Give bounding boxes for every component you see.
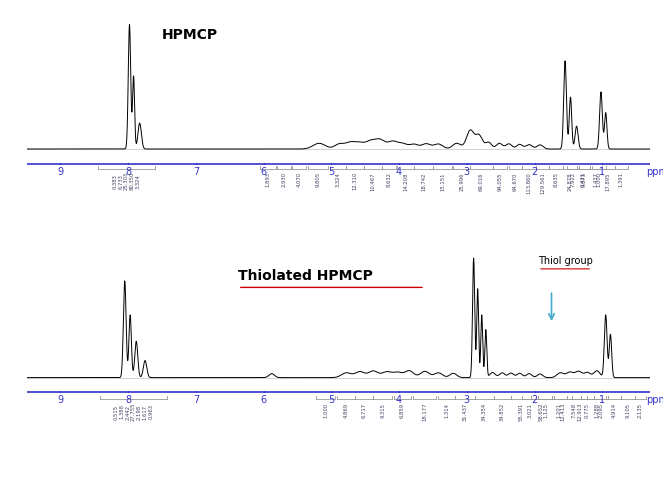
Text: 64.670: 64.670 xyxy=(513,172,518,191)
Text: 6: 6 xyxy=(261,167,267,177)
Text: 5: 5 xyxy=(328,167,334,177)
Text: Thiol group: Thiol group xyxy=(538,257,593,267)
Text: 6.717: 6.717 xyxy=(362,402,367,418)
Text: 1.314: 1.314 xyxy=(444,402,449,418)
Text: 0.421: 0.421 xyxy=(581,172,586,187)
Text: 5: 5 xyxy=(328,395,334,405)
Text: 25.996: 25.996 xyxy=(459,172,464,191)
Text: 8.635: 8.635 xyxy=(554,172,559,187)
Text: 1.201: 1.201 xyxy=(557,402,562,418)
Text: 24.878: 24.878 xyxy=(568,172,572,191)
Text: 8: 8 xyxy=(125,395,131,405)
Text: 10.467: 10.467 xyxy=(371,172,375,191)
Text: 9.105: 9.105 xyxy=(626,402,631,418)
Text: 0.383
6.733
25.303
80.350
3.324: 0.383 6.733 25.303 80.350 3.324 xyxy=(112,172,141,190)
Text: ppm: ppm xyxy=(646,395,663,405)
Text: ppm: ppm xyxy=(646,167,663,177)
Text: 113.860: 113.860 xyxy=(526,172,532,194)
Text: 4.070: 4.070 xyxy=(296,172,302,187)
Text: 15.151: 15.151 xyxy=(440,172,445,191)
Text: 18.742: 18.742 xyxy=(421,172,426,191)
Text: 4.869: 4.869 xyxy=(343,402,349,418)
Text: 3: 3 xyxy=(464,395,470,405)
Text: 7: 7 xyxy=(193,395,199,405)
Text: 12.310: 12.310 xyxy=(353,172,357,190)
Text: 34.852: 34.852 xyxy=(500,402,505,421)
Text: 58.652: 58.652 xyxy=(539,402,544,421)
Text: 2: 2 xyxy=(532,167,538,177)
Text: 55.391: 55.391 xyxy=(518,402,524,421)
Text: 7.922: 7.922 xyxy=(570,172,575,187)
Text: 31.437: 31.437 xyxy=(462,402,467,421)
Text: 6: 6 xyxy=(261,395,267,405)
Text: 69.016: 69.016 xyxy=(479,172,484,191)
Text: 12.913: 12.913 xyxy=(577,402,582,421)
Text: 3.324: 3.324 xyxy=(335,172,341,187)
Text: 8.632: 8.632 xyxy=(387,172,391,187)
Text: 9.805: 9.805 xyxy=(316,172,320,187)
Text: 4.914: 4.914 xyxy=(612,402,617,418)
Text: 129.561: 129.561 xyxy=(540,172,545,194)
Text: 4: 4 xyxy=(396,395,402,405)
Text: 12.413: 12.413 xyxy=(560,402,565,421)
Text: 6.859: 6.859 xyxy=(400,402,405,418)
Text: 1.437: 1.437 xyxy=(594,172,599,187)
Text: 1.288: 1.288 xyxy=(594,402,599,418)
Text: Thiolated HPMCP: Thiolated HPMCP xyxy=(238,269,373,282)
Text: 9: 9 xyxy=(57,167,64,177)
Text: 1.391: 1.391 xyxy=(619,172,624,187)
Text: 3.021: 3.021 xyxy=(528,402,532,418)
Text: 0.515
1.388
2.442
27.755
2.198
1.617
0.963: 0.515 1.388 2.442 27.755 2.198 1.617 0.9… xyxy=(113,402,153,421)
Text: 1.000: 1.000 xyxy=(323,402,328,418)
Text: 94.055: 94.055 xyxy=(497,172,503,191)
Text: 9.315: 9.315 xyxy=(381,402,385,418)
Text: 17.895: 17.895 xyxy=(606,172,611,191)
Text: 0.775: 0.775 xyxy=(585,402,590,418)
Text: 2: 2 xyxy=(532,395,538,405)
Text: 1: 1 xyxy=(599,395,605,405)
Text: 4: 4 xyxy=(396,167,402,177)
Text: 2.135: 2.135 xyxy=(638,402,643,418)
Text: 1.893: 1.893 xyxy=(265,172,271,187)
Text: 9.873: 9.873 xyxy=(582,172,587,187)
Text: 8: 8 xyxy=(125,167,131,177)
Text: 18.177: 18.177 xyxy=(422,402,427,421)
Text: 9: 9 xyxy=(57,395,64,405)
Text: 2.930: 2.930 xyxy=(281,172,286,187)
Text: 1.125: 1.125 xyxy=(543,402,548,418)
Text: HPMCP: HPMCP xyxy=(162,29,218,43)
Text: 7.548: 7.548 xyxy=(572,402,576,418)
Text: 14.208: 14.208 xyxy=(403,172,408,191)
Text: 1.000: 1.000 xyxy=(597,172,601,187)
Text: 3: 3 xyxy=(464,167,470,177)
Text: 7: 7 xyxy=(193,167,199,177)
Text: 34.354: 34.354 xyxy=(482,402,487,421)
Text: 2.095: 2.095 xyxy=(599,402,603,418)
Text: 1: 1 xyxy=(599,167,605,177)
